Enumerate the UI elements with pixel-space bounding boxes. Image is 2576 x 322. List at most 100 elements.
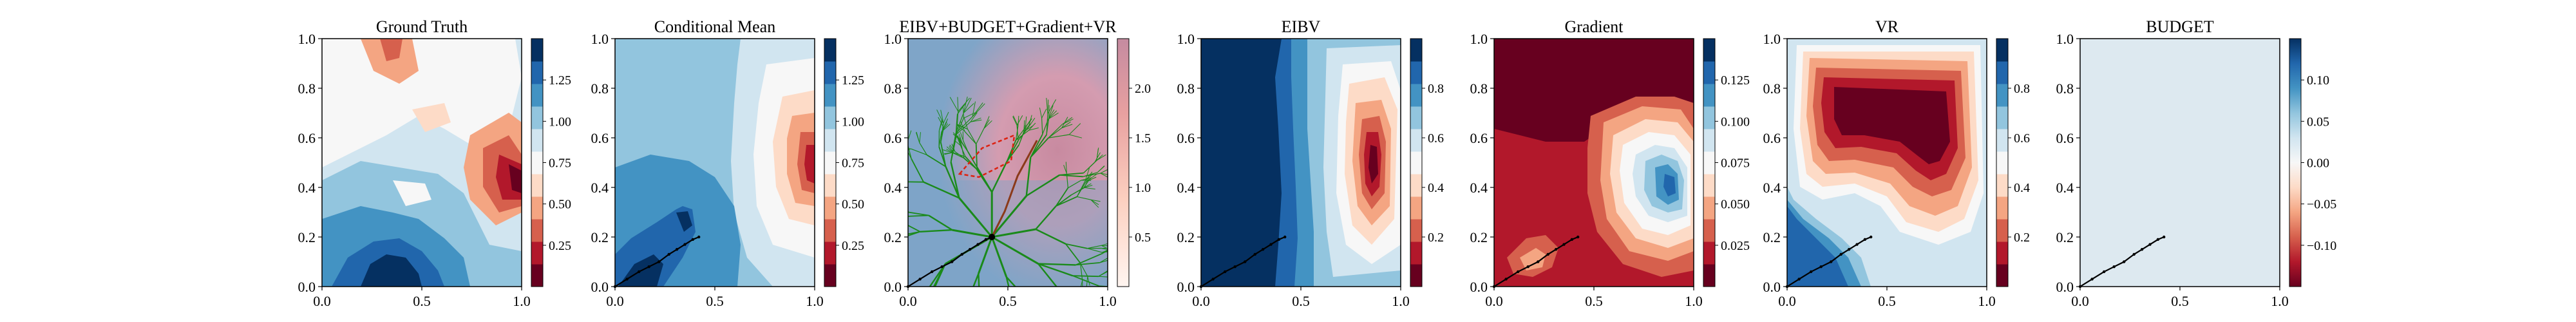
- tree-branch: [954, 312, 964, 319]
- trajectory-point: [683, 243, 687, 246]
- x-tick-label: 0.0: [313, 293, 331, 309]
- colorbar-band: [824, 219, 836, 242]
- colorbar-tick-label: 0.8: [2014, 82, 2030, 96]
- colorbar-2: 0.5 1.0 1.5 2.0: [1117, 38, 1151, 287]
- panel-vr: VR: [1786, 17, 1987, 287]
- tree-branch: [934, 263, 946, 287]
- tree-branch: [1101, 248, 1108, 251]
- colorbar-tick-label: 0.6: [2014, 131, 2030, 146]
- panel-axes-2: 0.0 0.5 1.0 0.0 0.2 0.4 0.6 0.8 1.0: [884, 31, 1117, 309]
- tree-branch: [949, 319, 954, 322]
- tree-branch: [960, 144, 966, 157]
- trajectory-point: [1830, 260, 1833, 263]
- tree-branch: [1076, 180, 1086, 197]
- colorbar-tick-label: 0.10: [2307, 73, 2329, 88]
- trajectory-point: [1492, 285, 1496, 289]
- panel-axes-0: 0.0 0.5 1.0 0.0 0.2 0.4 0.6 0.8 1.0: [298, 31, 531, 309]
- tree-branch: [1025, 157, 1032, 196]
- trajectory-point: [667, 252, 670, 256]
- tree-branch: [1041, 108, 1047, 118]
- tree-branch: [884, 248, 887, 258]
- tree-branch: [1104, 310, 1115, 316]
- tree-branch: [980, 299, 989, 312]
- tree-branch: [920, 229, 952, 232]
- colorbar-band: [1410, 61, 1422, 84]
- contour-region: [361, 39, 419, 84]
- tree-branch: [889, 205, 896, 211]
- panel-title: VR: [1875, 17, 1899, 36]
- tree-branch: [943, 111, 949, 124]
- colorbar-band: [1996, 129, 2008, 152]
- x-tick-label: 1.0: [1685, 293, 1703, 309]
- trajectory-point: [691, 238, 695, 242]
- tree-branch: [866, 176, 878, 180]
- tree-branch: [999, 317, 1007, 319]
- trajectory-line: [614, 236, 699, 287]
- tree-branch: [958, 133, 962, 142]
- colorbar-band: [1703, 106, 1715, 129]
- tree-branch: [1104, 310, 1112, 319]
- tree-branch: [949, 97, 959, 112]
- tree-branch: [1023, 125, 1034, 132]
- tree-branch: [919, 132, 921, 143]
- tree-branch: [1063, 295, 1086, 307]
- contour-region: [412, 103, 451, 132]
- colorbar-3: 0.2 0.4 0.6 0.8: [1410, 38, 1444, 287]
- panel-budget: BUDGET: [2079, 17, 2280, 287]
- y-tick-label: 0.8: [1470, 80, 1488, 97]
- y-tick-label: 0.6: [1763, 130, 1781, 146]
- trajectory-point: [697, 235, 701, 239]
- colorbar-tick-label: 0.25: [549, 239, 571, 253]
- tree-branch: [892, 196, 900, 203]
- tree-branch: [885, 206, 893, 214]
- tree-branch: [1071, 187, 1085, 196]
- tree-branch: [1048, 134, 1070, 138]
- tree-branch: [1030, 134, 1047, 158]
- tree-branch: [1075, 262, 1100, 266]
- colorbar-tick-label: 0.05: [2307, 115, 2329, 129]
- tree-branch: [869, 242, 881, 245]
- tree-branch: [891, 202, 900, 203]
- tree-branch: [911, 148, 927, 156]
- y-tick-label: 0.8: [1763, 80, 1781, 97]
- tree-branch: [1065, 243, 1088, 249]
- colorbar-band: [1410, 129, 1422, 152]
- tree-background: [866, 39, 1115, 322]
- tree-branch: [1006, 140, 1017, 162]
- trajectory-point: [976, 243, 980, 246]
- y-tick-label: 0.2: [298, 229, 316, 245]
- tree-branch: [975, 144, 978, 167]
- tree-branch: [958, 97, 971, 112]
- tree-branch: [872, 248, 883, 249]
- tree-branch: [970, 117, 981, 122]
- tree-branch: [893, 214, 908, 216]
- tree-branch: [914, 320, 918, 322]
- tree-branch: [1028, 122, 1036, 131]
- colorbar-4: 0.025 0.050 0.075 0.100 0.125: [1703, 38, 1750, 287]
- y-tick-label: 0.4: [298, 180, 316, 196]
- trajectory-point: [1537, 260, 1540, 263]
- tree-branch: [1099, 258, 1108, 263]
- tree-branch: [902, 313, 911, 322]
- trajectory-point: [1570, 238, 1574, 242]
- panel-title: Ground Truth: [376, 17, 468, 36]
- y-tick-label: 1.0: [1177, 31, 1195, 47]
- tree-branch: [908, 130, 912, 142]
- tree-branch: [1018, 115, 1019, 126]
- colorbar-band: [824, 264, 836, 287]
- colorbar-band: [1410, 106, 1422, 129]
- tree-branch: [1083, 185, 1093, 189]
- tree-branch: [1014, 310, 1030, 322]
- tree-branch: [963, 297, 969, 312]
- tree-branch: [1100, 173, 1108, 178]
- tree-branch: [1084, 187, 1095, 190]
- colorbar-band: [824, 242, 836, 265]
- contour-region: [1834, 87, 1950, 164]
- colorbar-band: [1703, 61, 1715, 84]
- x-tick-label: 0.5: [1585, 293, 1603, 309]
- colorbar-frame: [1996, 38, 2009, 287]
- colorbar-1: 0.25 0.50 0.75 1.00 1.25: [824, 38, 864, 287]
- trajectory-point: [2132, 252, 2136, 256]
- trajectory-point: [1504, 278, 1508, 281]
